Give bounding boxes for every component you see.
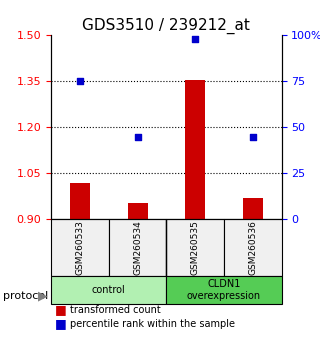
Text: control: control bbox=[92, 285, 126, 295]
FancyBboxPatch shape bbox=[51, 219, 109, 276]
Point bbox=[135, 134, 140, 139]
Point bbox=[193, 36, 198, 42]
Text: GSM260535: GSM260535 bbox=[191, 220, 200, 275]
Bar bbox=[243, 198, 263, 219]
Text: GSM260534: GSM260534 bbox=[133, 221, 142, 275]
Bar bbox=[70, 183, 90, 219]
Point bbox=[77, 79, 83, 84]
FancyBboxPatch shape bbox=[166, 276, 282, 304]
Text: ■: ■ bbox=[54, 303, 66, 316]
Text: protocol: protocol bbox=[3, 291, 48, 301]
FancyBboxPatch shape bbox=[51, 276, 166, 304]
Text: CLDN1
overexpression: CLDN1 overexpression bbox=[187, 279, 261, 301]
Title: GDS3510 / 239212_at: GDS3510 / 239212_at bbox=[83, 18, 250, 34]
FancyBboxPatch shape bbox=[109, 219, 166, 276]
Bar bbox=[128, 202, 148, 219]
Text: GSM260533: GSM260533 bbox=[76, 220, 84, 275]
Text: ■: ■ bbox=[54, 318, 66, 330]
Point bbox=[250, 134, 255, 139]
Text: percentile rank within the sample: percentile rank within the sample bbox=[70, 319, 236, 329]
FancyBboxPatch shape bbox=[166, 219, 224, 276]
FancyBboxPatch shape bbox=[224, 219, 282, 276]
Text: GSM260536: GSM260536 bbox=[248, 220, 257, 275]
Text: ▶: ▶ bbox=[38, 289, 48, 302]
Text: transformed count: transformed count bbox=[70, 305, 161, 315]
Bar bbox=[185, 80, 205, 219]
